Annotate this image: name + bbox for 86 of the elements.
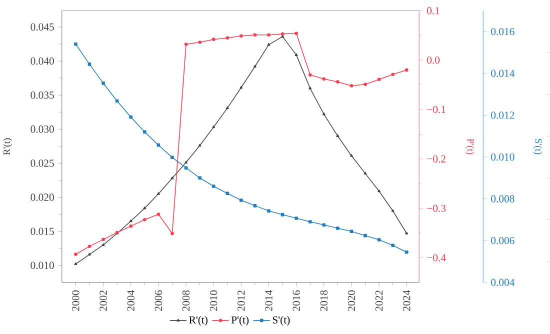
y-tick-label: 0.040 bbox=[30, 58, 54, 65]
x-tick-label: 2016 bbox=[292, 290, 300, 311]
point bbox=[170, 156, 174, 160]
x-tick-label: 2002 bbox=[100, 290, 107, 311]
point bbox=[350, 84, 354, 88]
point bbox=[226, 36, 230, 40]
point bbox=[377, 238, 381, 242]
y2-tick-label: 0.0 bbox=[427, 56, 440, 64]
y-axis-title: R'(t) bbox=[3, 138, 12, 156]
y3-tick-label: 0.004 bbox=[491, 278, 515, 286]
point bbox=[142, 130, 146, 134]
point bbox=[156, 212, 160, 216]
y-tick-label: 0.015 bbox=[30, 228, 54, 236]
x-tick-label: 2004 bbox=[127, 290, 134, 311]
y3-tick-label: 0.008 bbox=[491, 195, 514, 202]
point bbox=[404, 68, 408, 72]
y2-tick-label: −0.4 bbox=[427, 254, 446, 262]
y3-tick-label: 0.012 bbox=[491, 112, 514, 119]
x-tick-label: 2012 bbox=[238, 290, 245, 311]
point bbox=[198, 176, 202, 180]
y3-axis-title: S'(t) bbox=[533, 139, 542, 154]
point bbox=[102, 82, 105, 85]
point bbox=[391, 244, 394, 248]
point bbox=[404, 250, 408, 254]
point bbox=[294, 216, 298, 220]
point bbox=[74, 42, 78, 46]
point bbox=[240, 198, 243, 202]
y-tick-label: 0.010 bbox=[30, 262, 54, 270]
legend-label: R'(t) bbox=[189, 316, 208, 326]
point bbox=[212, 38, 216, 42]
point bbox=[142, 218, 146, 222]
point bbox=[267, 209, 270, 213]
y-tick-label: 0.045 bbox=[30, 23, 54, 31]
point bbox=[391, 72, 394, 76]
legend-label: S'(t) bbox=[272, 316, 290, 326]
point bbox=[129, 224, 132, 228]
x-tick-label: 2000 bbox=[72, 290, 80, 311]
point bbox=[184, 42, 188, 46]
point bbox=[240, 34, 243, 38]
point bbox=[308, 73, 312, 77]
point bbox=[336, 80, 340, 84]
y3-tick-label: 0.006 bbox=[491, 237, 514, 244]
point bbox=[212, 184, 216, 188]
point bbox=[322, 223, 326, 227]
point bbox=[74, 252, 78, 256]
point bbox=[253, 204, 257, 208]
point bbox=[280, 32, 284, 36]
point bbox=[198, 40, 202, 44]
point bbox=[226, 192, 230, 196]
point bbox=[364, 234, 367, 238]
x-tick-label: 2006 bbox=[154, 290, 162, 311]
point bbox=[336, 226, 340, 230]
point bbox=[88, 62, 92, 66]
point bbox=[322, 77, 326, 81]
y2-tick-label: −0.2 bbox=[427, 155, 446, 163]
y2-axis-title: P'(t) bbox=[465, 138, 474, 154]
point bbox=[102, 238, 105, 242]
y2-tick-label: −0.3 bbox=[427, 204, 446, 212]
x-tick-label: 2008 bbox=[182, 290, 190, 311]
y-tick-label: 0.025 bbox=[30, 160, 54, 167]
legend-label: P'(t) bbox=[231, 316, 249, 326]
y2-tick-label: −0.1 bbox=[427, 106, 446, 114]
y3-tick-label: 0.016 bbox=[491, 28, 514, 36]
point bbox=[294, 32, 298, 36]
y3-tick-label: 0.014 bbox=[491, 70, 515, 78]
point bbox=[308, 220, 312, 224]
x-tick-label: 2010 bbox=[210, 290, 218, 311]
y-tick-label: 0.020 bbox=[30, 194, 54, 201]
point bbox=[364, 82, 367, 86]
x-tick-label: 2020 bbox=[348, 290, 356, 311]
point bbox=[88, 244, 92, 248]
point bbox=[129, 115, 132, 119]
x-tick-label: 2024 bbox=[403, 290, 410, 311]
y3-tick-label: 0.010 bbox=[491, 153, 514, 161]
y-tick-label: 0.035 bbox=[30, 92, 54, 99]
point bbox=[280, 213, 284, 216]
point bbox=[267, 33, 270, 37]
point bbox=[184, 166, 188, 170]
x-tick-label: 2018 bbox=[320, 290, 328, 311]
point bbox=[377, 78, 381, 82]
y2-tick-label: 0.1 bbox=[427, 7, 440, 14]
y-tick-label: 0.030 bbox=[30, 126, 54, 133]
point bbox=[253, 33, 257, 37]
point bbox=[170, 232, 174, 236]
x-tick-label: 2014 bbox=[265, 290, 272, 311]
x-tick-label: 2022 bbox=[375, 290, 383, 311]
